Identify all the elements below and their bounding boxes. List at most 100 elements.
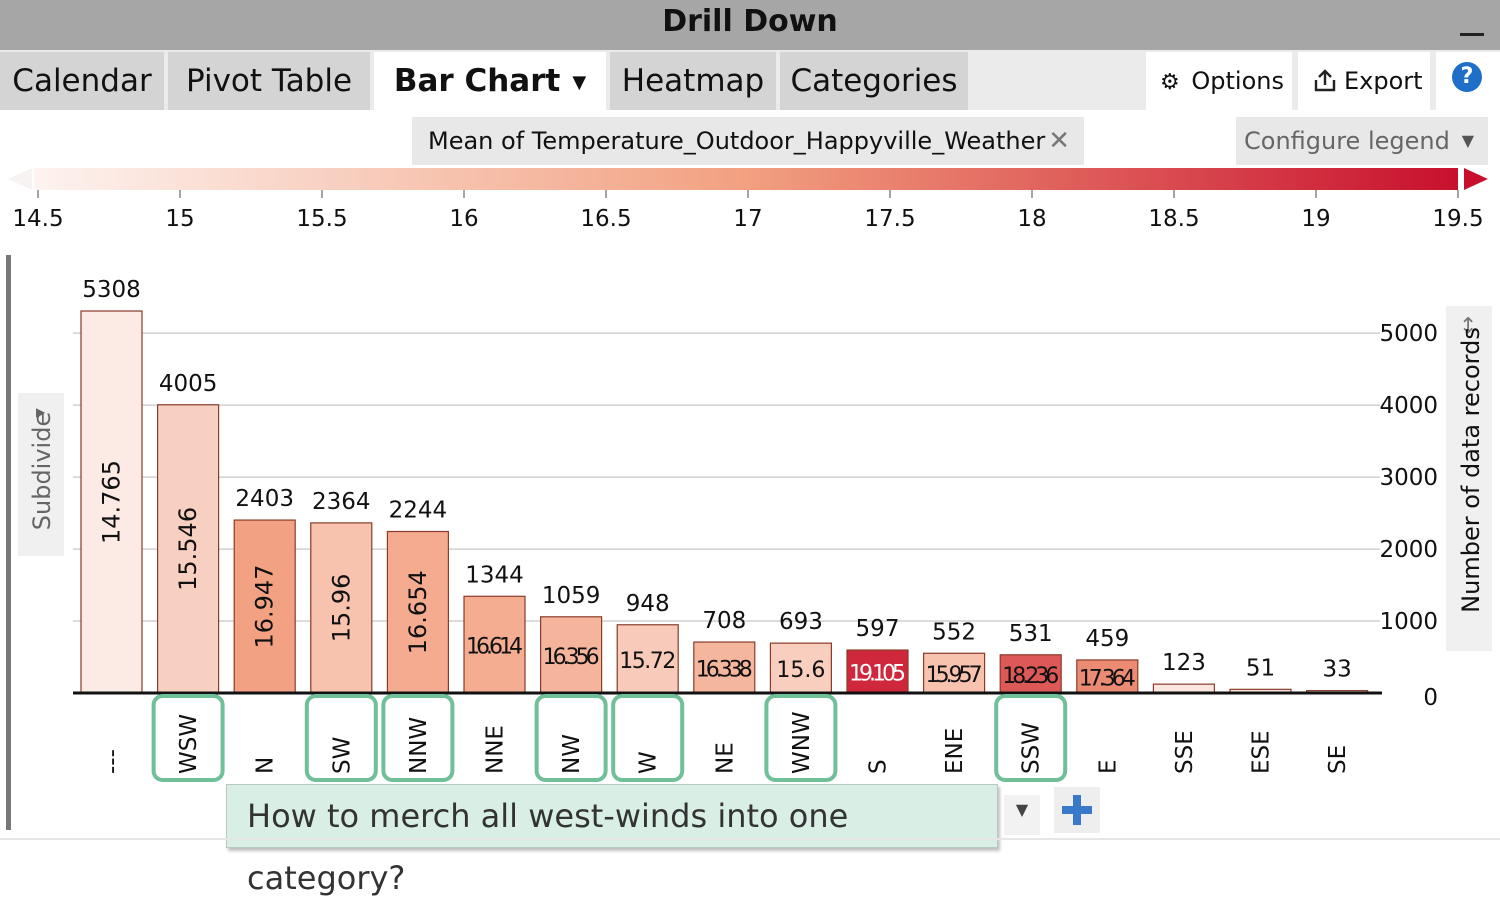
scale-tick-label: 18: [1017, 206, 1046, 232]
bar-SSW: [999, 654, 1062, 694]
tab-pivot-table[interactable]: Pivot Table: [168, 52, 370, 110]
chevron-down-icon[interactable]: ▼: [1004, 795, 1040, 835]
bar-mean-label: 16.614: [466, 635, 523, 660]
subdivide-label: Subdivide: [28, 411, 56, 531]
bar-ESE: [1229, 688, 1292, 694]
highlight-box: [534, 694, 608, 782]
x-category-label: NNW: [406, 717, 432, 774]
bar-mean-label: 15.96: [327, 574, 355, 643]
subdivide-panel[interactable]: ▶ Subdivide: [18, 393, 64, 556]
bar-mean-label: 16.947: [251, 565, 279, 649]
bar-count-label: 123: [1162, 650, 1206, 676]
x-category-label: ENE: [942, 728, 968, 774]
bar-mean-label: 15.72: [619, 649, 676, 674]
scale-tick-label: 17: [733, 206, 762, 232]
bar-mean-label: 19.105: [849, 662, 906, 687]
title-bar: Drill Down: [0, 0, 1500, 50]
scale-tick-label: 18.5: [1148, 206, 1199, 232]
highlight-box: [764, 694, 838, 782]
bar-N: [233, 519, 296, 694]
bar-count-label: 708: [702, 608, 746, 634]
highlight-box: [381, 694, 455, 782]
export-label: Export: [1344, 67, 1423, 95]
bar-mean-label: 16.338: [696, 658, 753, 683]
color-scale-legend[interactable]: 14.5 15 15.5 16 16.5 17 17.5 18 18.5 19 19.5: [0, 160, 1500, 240]
bar-count-label: 33: [1322, 657, 1351, 683]
scale-tick-label: 17.5: [864, 206, 915, 232]
bar-ENE: [922, 652, 986, 694]
resize-vertical-icon[interactable]: ↕: [1459, 314, 1478, 339]
x-category-label: SSW: [1019, 722, 1045, 774]
tab-label: Calendar: [12, 63, 152, 99]
configure-legend-dropdown[interactable]: Configure legend ▼: [1236, 117, 1488, 165]
scale-tick-label: 19.5: [1432, 206, 1483, 232]
x-category-label: E: [1095, 759, 1121, 774]
x-category-label: NNE: [483, 725, 509, 774]
bar-WSW: [157, 404, 220, 694]
tab-label: Heatmap: [621, 63, 765, 99]
scale-min-arrow-icon: [8, 168, 32, 190]
bar-count-label: 51: [1246, 655, 1275, 681]
plus-icon: [1062, 795, 1092, 825]
highlight-box: [151, 694, 225, 782]
scale-tick-label: 19: [1301, 206, 1330, 232]
bar-SW: [310, 522, 373, 694]
help-icon[interactable]: ?: [1452, 62, 1482, 92]
x-category-label: WSW: [176, 714, 202, 774]
bar-mean-label: 15.6: [776, 658, 825, 683]
bar-mean-label: 17.364: [1079, 666, 1136, 691]
y-axis-panel[interactable]: ↕ Number of data records: [1446, 306, 1492, 651]
window-title: Drill Down: [662, 4, 838, 39]
close-icon[interactable]: ✕: [1048, 126, 1070, 156]
bar-mean-label: 16.654: [404, 570, 432, 654]
bar-NNE: [463, 595, 526, 694]
measure-chip[interactable]: Mean of Temperature_Outdoor_Happyville_W…: [412, 117, 1084, 165]
highlight-box: [994, 694, 1068, 782]
bar-count-label: 597: [856, 616, 900, 642]
bar-WNW: [769, 642, 833, 694]
x-category-label: W: [636, 751, 662, 774]
x-category-label: NW: [559, 734, 585, 774]
bar-SE: [1305, 690, 1369, 694]
export-button[interactable]: Export: [1298, 52, 1430, 110]
scale-tick-label: 14.5: [12, 206, 63, 232]
highlight-box: [304, 694, 378, 782]
tab-categories[interactable]: Categories: [780, 52, 968, 110]
tab-bar-chart[interactable]: Bar Chart ▼: [374, 52, 606, 110]
minimize-icon[interactable]: [1458, 18, 1486, 40]
scale-tick-label: 15: [165, 206, 194, 232]
tab-calendar[interactable]: Calendar: [0, 52, 164, 110]
tab-label: Pivot Table: [185, 63, 353, 99]
scale-tick-label: 15.5: [296, 206, 347, 232]
divider: [0, 838, 1500, 840]
configure-legend-label: Configure legend: [1244, 127, 1450, 155]
bar-count-label: 1059: [542, 583, 601, 609]
highlight-box: [611, 694, 685, 782]
bar-S: [846, 649, 909, 694]
y-tick-label: 2000: [1379, 537, 1438, 563]
y-axis-title: Number of data records: [1457, 327, 1485, 613]
bar-count-label: 948: [626, 591, 670, 617]
annotation-text: How to merch all west-winds into one cat…: [247, 797, 849, 897]
tab-heatmap[interactable]: Heatmap: [610, 52, 776, 110]
measure-chip-label: Mean of Temperature_Outdoor_Happyville_W…: [428, 127, 1046, 155]
x-category-label: S: [866, 759, 892, 774]
add-category-button[interactable]: [1054, 787, 1100, 833]
bar-count-label: 531: [1009, 621, 1053, 647]
chevron-down-icon[interactable]: ▼: [572, 71, 587, 93]
scale-max-arrow-icon: [1464, 168, 1488, 190]
scale-tick-label: 16: [449, 206, 478, 232]
x-category-label: ESE: [1249, 730, 1275, 774]
gear-icon: ⚙: [1160, 70, 1180, 95]
bar-count-label: 5308: [82, 277, 141, 303]
bar-count-label: 459: [1085, 626, 1129, 652]
bar-NNW: [386, 530, 449, 694]
bar-: [80, 310, 143, 694]
left-splitter[interactable]: [6, 255, 11, 830]
x-category-label: ---: [100, 749, 126, 774]
options-button[interactable]: ⚙ Options: [1146, 52, 1292, 110]
y-tick-label: 1000: [1379, 609, 1438, 635]
chevron-right-icon: ▶: [36, 405, 46, 419]
y-tick-label: 0: [1423, 685, 1438, 711]
y-tick-label: 5000: [1379, 321, 1438, 347]
